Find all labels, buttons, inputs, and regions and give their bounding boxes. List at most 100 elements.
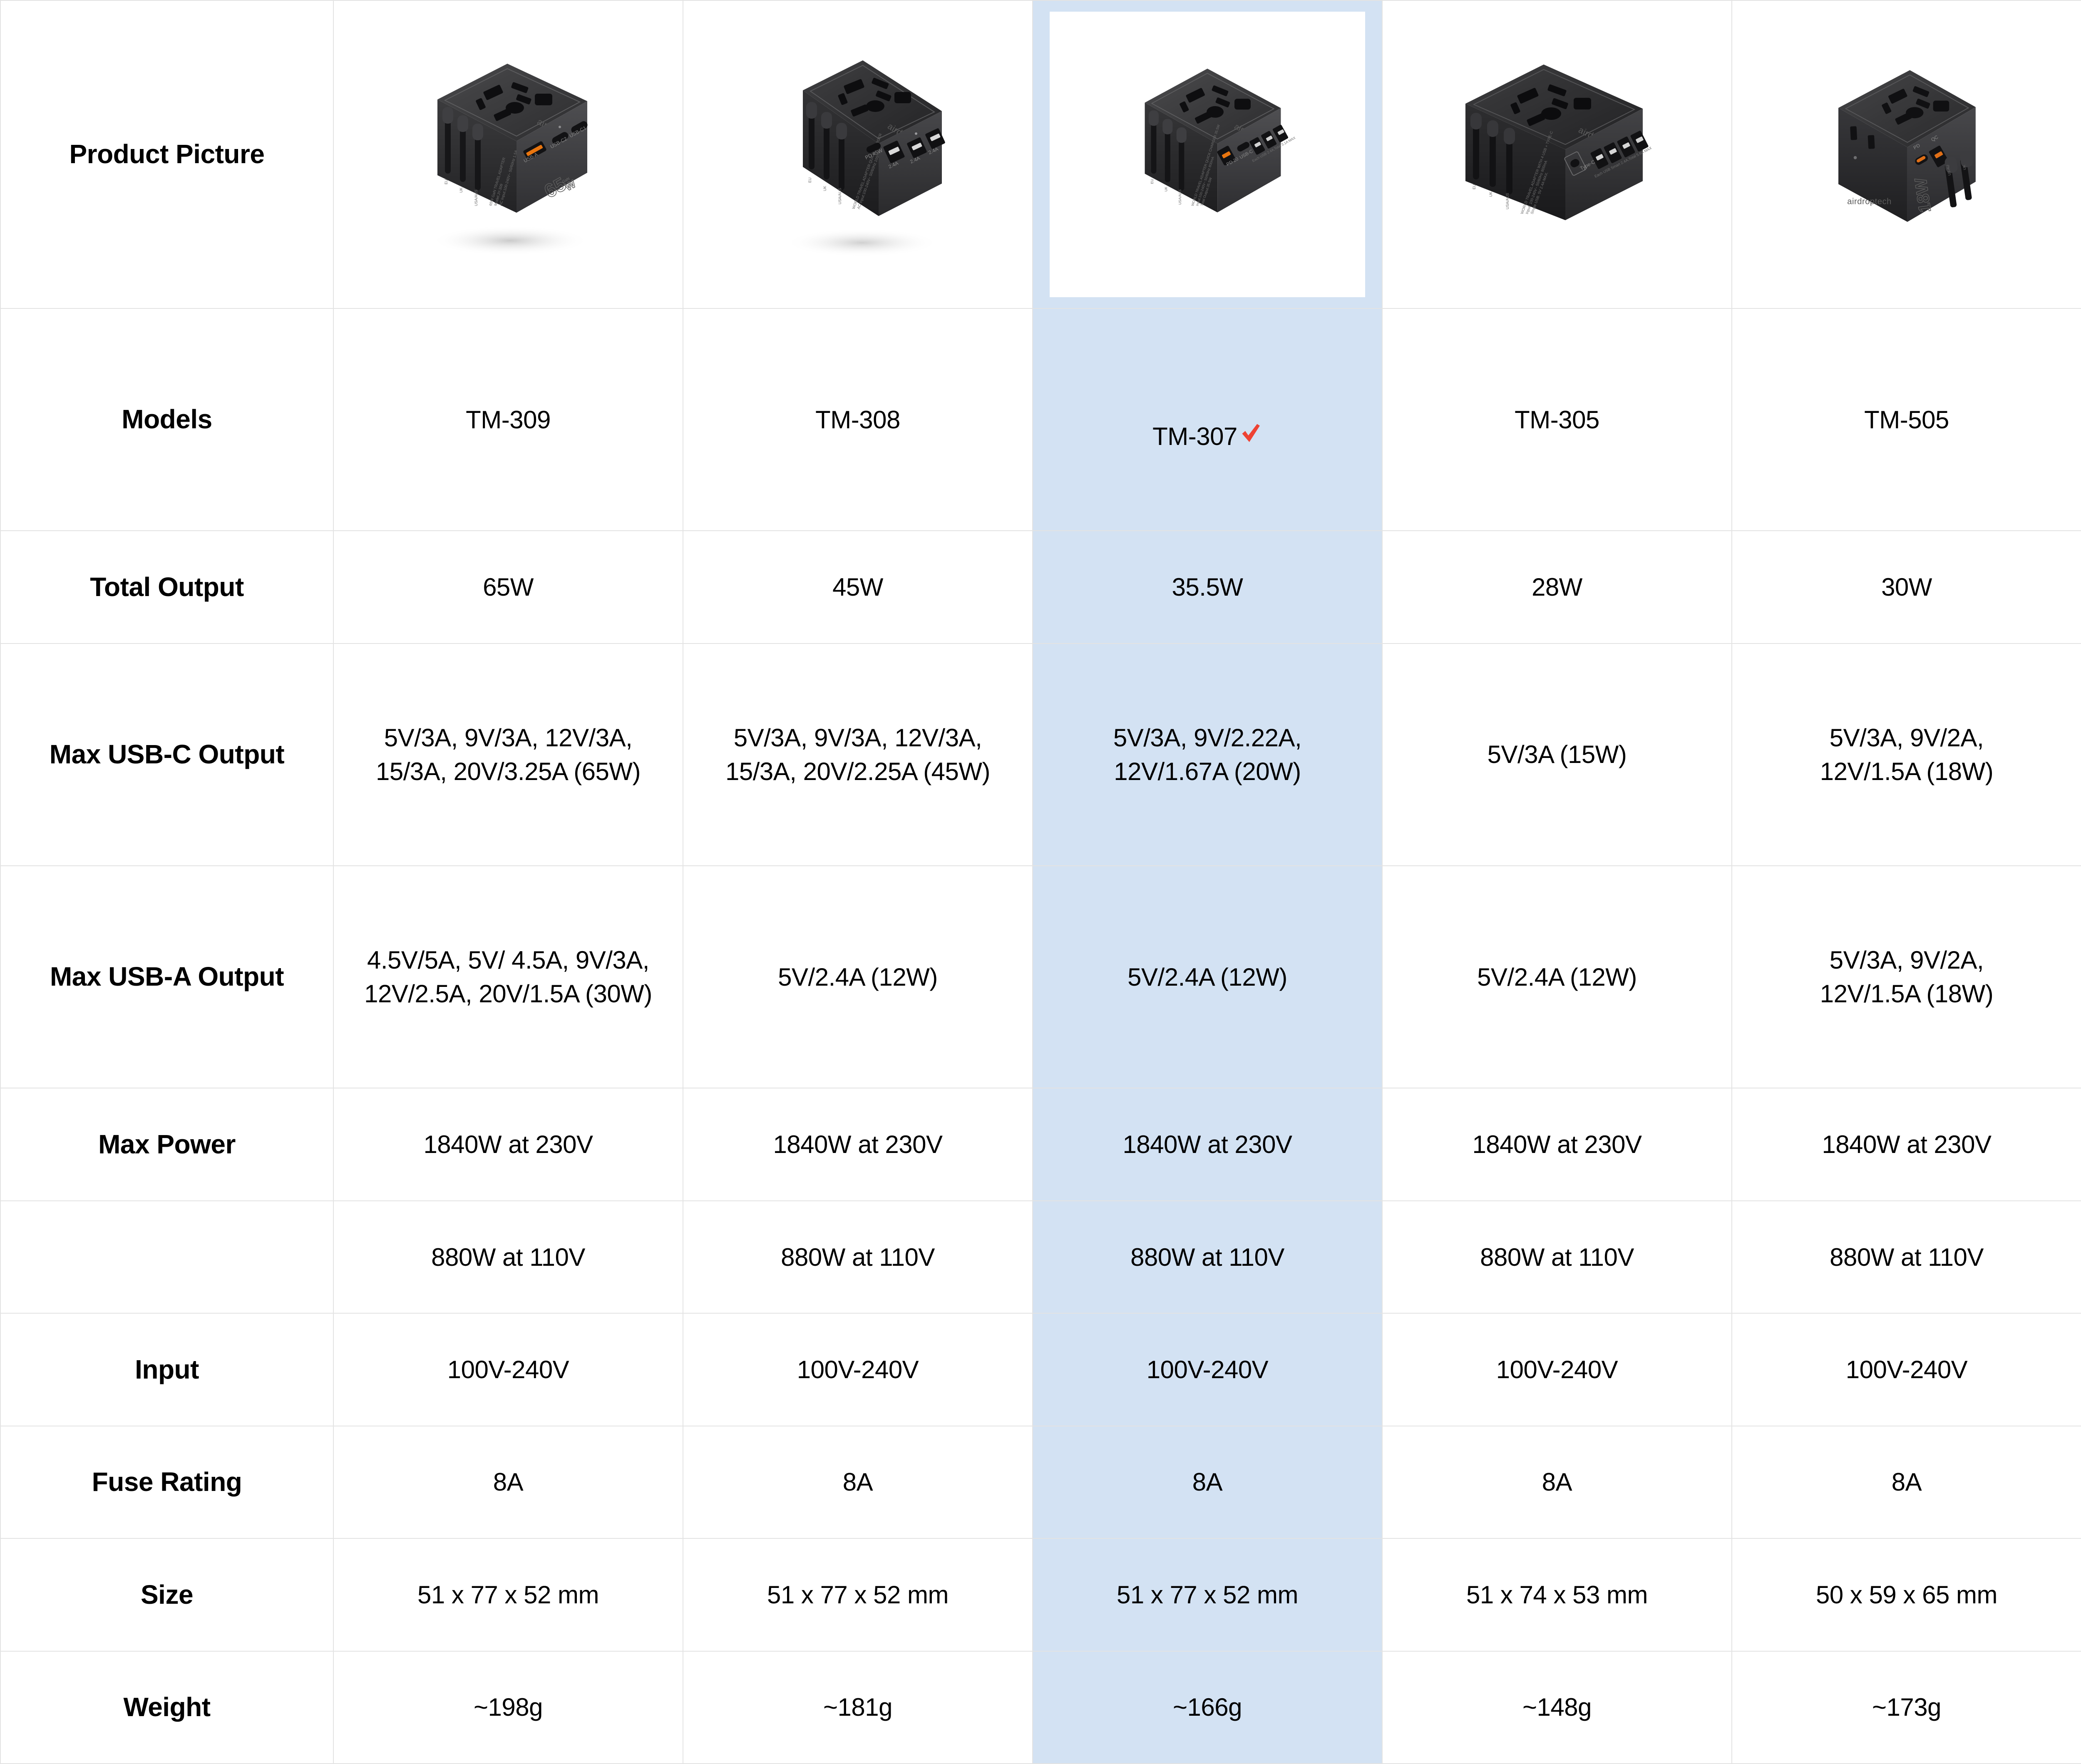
table-row-max-power: Max Power 1840W at 230V 1840W at 230V 18…	[0, 1088, 2081, 1201]
svg-text:USA/AUS: USA/AUS	[1505, 193, 1510, 209]
cell-total-output-tm305: 28W	[1382, 530, 1732, 644]
product-image-cell-tm309[interactable]: airdroptech EU UK USA/AUS	[333, 0, 683, 309]
cell-max-power-110v-tm307: 880W at 110V	[1032, 1200, 1383, 1314]
table-row-max-usb-c-output: Max USB-C Output 5V/3A, 9V/3A, 12V/3A, 1…	[0, 643, 2081, 867]
svg-text:EU: EU	[1472, 184, 1476, 189]
cell-weight-tm505: ~173g	[1731, 1650, 2081, 1764]
cell-models-tm309: TM-309	[333, 308, 683, 532]
check-icon	[1239, 422, 1262, 445]
table-row-models: Models TM-309 TM-308 TM-307 TM-305 TM-50…	[0, 308, 2081, 532]
product-image-cell-tm307[interactable]: airdroptech EU UK USA/AUS	[1032, 0, 1383, 309]
svg-text:USA/AUS: USA/AUS	[838, 188, 842, 204]
table-row-total-output: Total Output 65W 45W 35.5W 28W 30W	[0, 530, 2081, 644]
cell-max-usb-c-tm309: 5V/3A, 9V/3A, 12V/3A, 15/3A, 20V/3.25A (…	[333, 643, 683, 867]
cell-fuse-rating-tm307: 8A	[1032, 1425, 1383, 1539]
row-label-max-power: Max Power	[0, 1088, 334, 1201]
svg-text:UK: UK	[1962, 164, 1967, 170]
svg-text:EU: EU	[808, 177, 812, 183]
row-label-product-picture: Product Picture	[0, 0, 334, 309]
cell-max-power-tm505: 1840W at 230V	[1731, 1088, 2081, 1201]
cell-max-power-110v-tm308: 880W at 110V	[683, 1200, 1033, 1314]
table-row-max-power-110v: 880W at 110V 880W at 110V 880W at 110V 8…	[0, 1200, 2081, 1314]
product-image-tm307: airdroptech EU UK USA/AUS	[1145, 68, 1296, 213]
cell-weight-tm307: ~166g	[1032, 1650, 1383, 1764]
cell-max-usb-c-tm305: 5V/3A (15W)	[1382, 643, 1732, 867]
row-label-input: Input	[0, 1313, 334, 1426]
row-label-max-usb-a-output: Max USB-A Output	[0, 865, 334, 1089]
cell-input-tm309: 100V-240V	[333, 1313, 683, 1426]
cell-weight-tm308: ~181g	[683, 1650, 1033, 1764]
cell-size-tm309: 51 x 77 x 52 mm	[333, 1538, 683, 1652]
product-image-tm308: airdroptech EU UK USA/AUS	[785, 60, 945, 257]
cell-fuse-rating-tm305: 8A	[1382, 1425, 1732, 1539]
cell-max-power-tm309: 1840W at 230V	[333, 1088, 683, 1201]
cell-max-power-110v-tm309: 880W at 110V	[333, 1200, 683, 1314]
cell-weight-tm305: ~148g	[1382, 1650, 1732, 1764]
svg-text:US AU: US AU	[1946, 164, 1952, 176]
cell-max-usb-a-tm309: 4.5V/5A, 5V/ 4.5A, 9V/3A, 12V/2.5A, 20V/…	[333, 865, 683, 1089]
row-label-weight: Weight	[0, 1650, 334, 1764]
cell-max-power-110v-tm505: 880W at 110V	[1731, 1200, 2081, 1314]
cell-max-usb-a-tm308: 5V/2.4A (12W)	[683, 865, 1033, 1089]
cell-weight-tm309: ~198g	[333, 1650, 683, 1764]
svg-text:UK: UK	[1164, 186, 1168, 191]
row-label-size: Size	[0, 1538, 334, 1652]
cell-input-tm305: 100V-240V	[1382, 1313, 1732, 1426]
product-image-cell-tm308[interactable]: airdroptech EU UK USA/AUS	[683, 0, 1033, 309]
cell-total-output-tm308: 45W	[683, 530, 1033, 644]
table-row-fuse-rating: Fuse Rating 8A 8A 8A 8A 8A	[0, 1425, 2081, 1539]
product-image-tm309: airdroptech EU UK USA/AUS	[431, 64, 589, 256]
cell-total-output-tm505: 30W	[1731, 530, 2081, 644]
row-label-max-usb-c-output: Max USB-C Output	[0, 643, 334, 867]
table-row-max-usb-a-output: Max USB-A Output 4.5V/5A, 5V/ 4.5A, 9V/3…	[0, 865, 2081, 1089]
cell-max-power-tm307: 1840W at 230V	[1032, 1088, 1383, 1201]
row-label-total-output: Total Output	[0, 530, 334, 644]
cell-total-output-tm307: 35.5W	[1032, 530, 1383, 644]
product-image-cell-tm305[interactable]: airdroptech EU UK USA/AUS	[1382, 0, 1732, 309]
product-image-cell-tm505[interactable]: airdroptech PD QC US AU UK	[1731, 0, 2081, 309]
cell-input-tm308: 100V-240V	[683, 1313, 1033, 1426]
cell-input-tm505: 100V-240V	[1731, 1313, 2081, 1426]
cell-max-usb-c-tm505: 5V/3A, 9V/2A, 12V/1.5A (18W)	[1731, 643, 2081, 867]
row-label-fuse-rating: Fuse Rating	[0, 1425, 334, 1539]
cell-models-tm308: TM-308	[683, 308, 1033, 532]
cell-total-output-tm309: 65W	[333, 530, 683, 644]
cell-max-usb-a-tm505: 5V/3A, 9V/2A, 12V/1.5A (18W)	[1731, 865, 2081, 1089]
svg-text:EU: EU	[1150, 179, 1154, 184]
cell-max-usb-a-tm305: 5V/2.4A (12W)	[1382, 865, 1732, 1089]
table-row-weight: Weight ~198g ~181g ~166g ~148g ~173g	[0, 1650, 2081, 1764]
cell-size-tm305: 51 x 74 x 53 mm	[1382, 1538, 1732, 1652]
product-image-tm505: airdroptech PD QC US AU UK	[1838, 70, 1976, 222]
cell-models-tm505: TM-505	[1731, 308, 2081, 532]
svg-text:USA/AUS: USA/AUS	[474, 189, 478, 206]
selected-model-label: TM-307	[1152, 422, 1237, 451]
svg-text:USA/AUS: USA/AUS	[1178, 189, 1182, 205]
cell-fuse-rating-tm505: 8A	[1731, 1425, 2081, 1539]
cell-max-usb-c-tm308: 5V/3A, 9V/3A, 12V/3A, 15/3A, 20V/2.25A (…	[683, 643, 1033, 867]
cell-size-tm308: 51 x 77 x 52 mm	[683, 1538, 1033, 1652]
svg-text:EU: EU	[444, 179, 448, 184]
row-label-models: Models	[0, 308, 334, 532]
cell-size-tm505: 50 x 59 x 65 mm	[1731, 1538, 2081, 1652]
table-row-product-picture: Product Picture	[0, 0, 2081, 309]
cell-size-tm307: 51 x 77 x 52 mm	[1032, 1538, 1383, 1652]
svg-text:UK: UK	[459, 187, 463, 193]
cell-max-power-tm305: 1840W at 230V	[1382, 1088, 1732, 1201]
table-row-size: Size 51 x 77 x 52 mm 51 x 77 x 52 mm 51 …	[0, 1538, 2081, 1652]
cell-max-usb-c-tm307: 5V/3A, 9V/2.22A, 12V/1.67A (20W)	[1032, 643, 1383, 867]
cell-fuse-rating-tm308: 8A	[683, 1425, 1033, 1539]
svg-text:UK: UK	[823, 186, 827, 191]
selected-product-highlight-frame: airdroptech EU UK USA/AUS	[1033, 1, 1382, 308]
brand-logo-tm505: airdroptech	[1847, 197, 1892, 206]
cell-max-power-tm308: 1840W at 230V	[683, 1088, 1033, 1201]
cell-max-usb-a-tm307: 5V/2.4A (12W)	[1032, 865, 1383, 1089]
cell-models-tm305: TM-305	[1382, 308, 1732, 532]
cell-max-power-110v-tm305: 880W at 110V	[1382, 1200, 1732, 1314]
cell-input-tm307: 100V-240V	[1032, 1313, 1383, 1426]
row-label-empty	[0, 1200, 334, 1314]
product-image-tm305: airdroptech EU UK USA/AUS	[1465, 65, 1652, 220]
table-row-input: Input 100V-240V 100V-240V 100V-240V 100V…	[0, 1313, 2081, 1426]
cell-fuse-rating-tm309: 8A	[333, 1425, 683, 1539]
svg-text:UK: UK	[1489, 191, 1493, 197]
